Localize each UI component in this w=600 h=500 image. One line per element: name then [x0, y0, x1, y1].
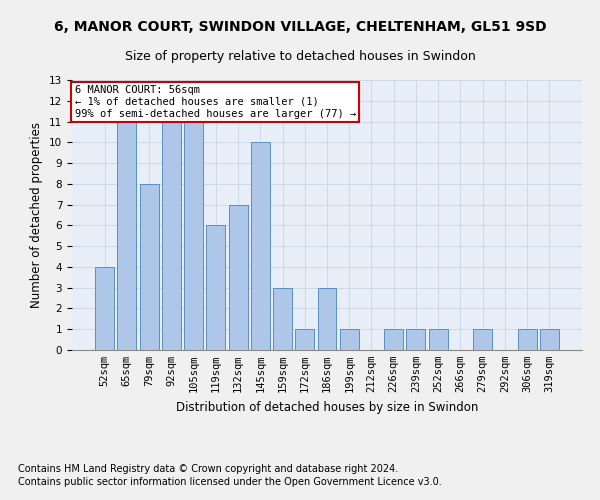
Bar: [429, 329, 448, 350]
Bar: [540, 329, 559, 350]
Text: Contains public sector information licensed under the Open Government Licence v3: Contains public sector information licen…: [18, 477, 442, 487]
Y-axis label: Number of detached properties: Number of detached properties: [31, 122, 43, 308]
Text: 6 MANOR COURT: 56sqm
← 1% of detached houses are smaller (1)
99% of semi-detache: 6 MANOR COURT: 56sqm ← 1% of detached ho…: [74, 86, 356, 118]
Bar: [206, 226, 225, 350]
Bar: [384, 329, 403, 350]
Bar: [406, 329, 425, 350]
Text: Size of property relative to detached houses in Swindon: Size of property relative to detached ho…: [125, 50, 475, 63]
Bar: [295, 329, 314, 350]
Text: Contains HM Land Registry data © Crown copyright and database right 2024.: Contains HM Land Registry data © Crown c…: [18, 464, 398, 474]
Bar: [95, 267, 114, 350]
Bar: [518, 329, 536, 350]
Bar: [317, 288, 337, 350]
Bar: [140, 184, 158, 350]
Bar: [229, 204, 248, 350]
X-axis label: Distribution of detached houses by size in Swindon: Distribution of detached houses by size …: [176, 400, 478, 413]
Bar: [273, 288, 292, 350]
Bar: [184, 122, 203, 350]
Bar: [340, 329, 359, 350]
Bar: [473, 329, 492, 350]
Text: 6, MANOR COURT, SWINDON VILLAGE, CHELTENHAM, GL51 9SD: 6, MANOR COURT, SWINDON VILLAGE, CHELTEN…: [53, 20, 547, 34]
Bar: [251, 142, 270, 350]
Bar: [162, 122, 181, 350]
Bar: [118, 122, 136, 350]
